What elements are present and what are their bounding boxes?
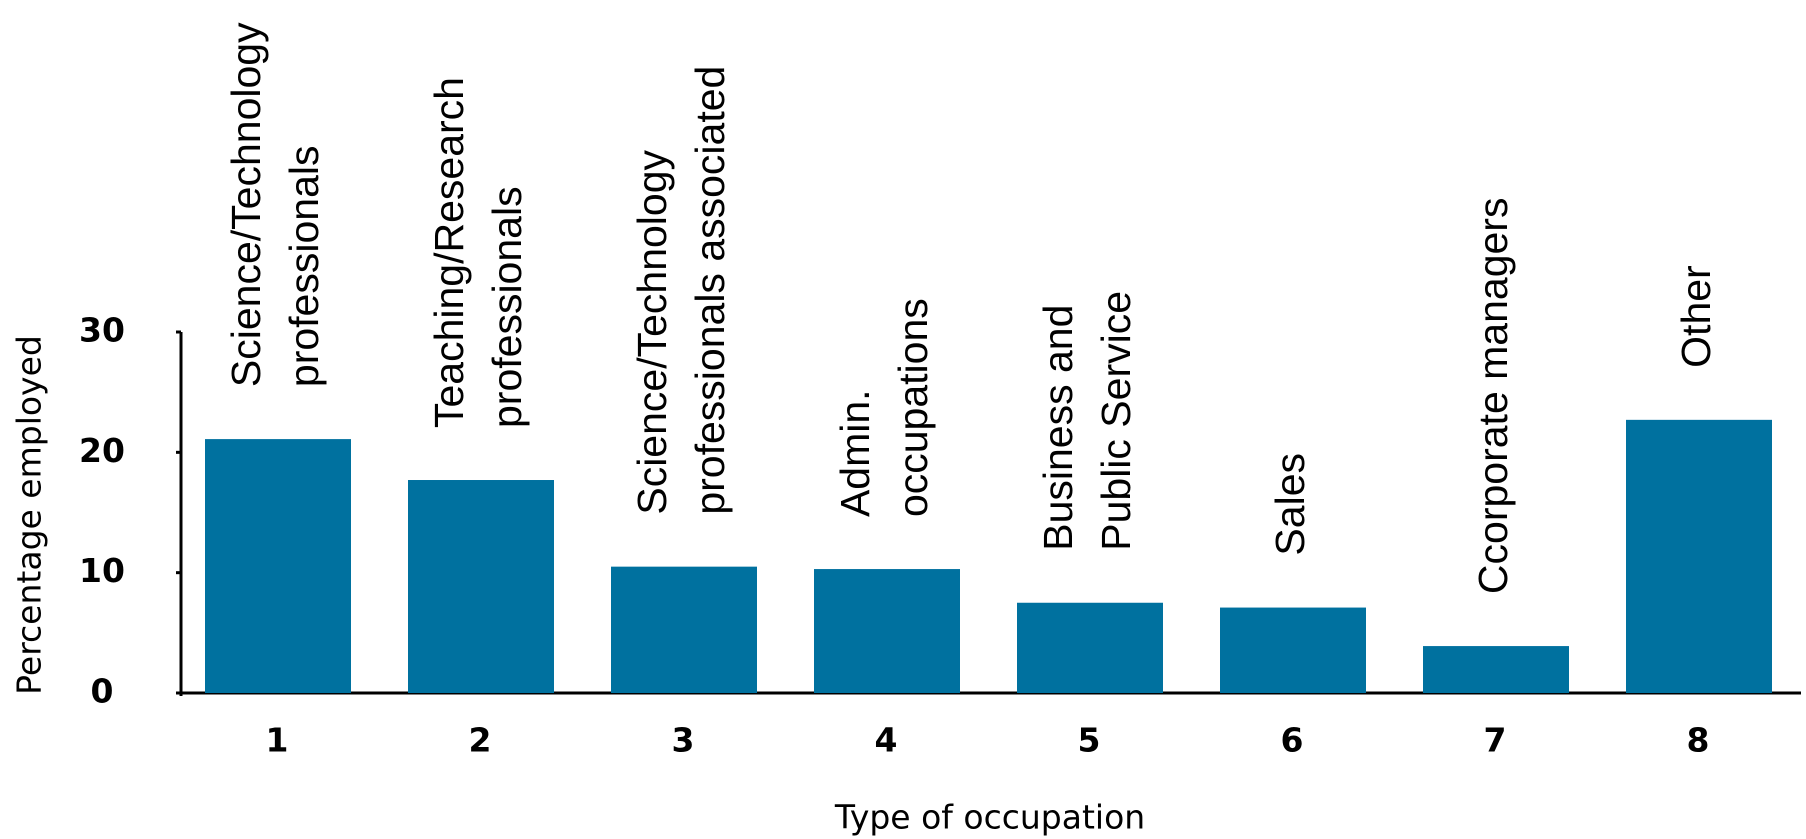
bar-annotation: Business and bbox=[1035, 305, 1081, 551]
bar-annotation: professionals bbox=[281, 146, 327, 388]
bar bbox=[1017, 602, 1163, 693]
x-tick-label: 3 bbox=[672, 721, 695, 760]
bar-annotation: Science/Technology bbox=[223, 22, 269, 387]
bar bbox=[1423, 646, 1569, 693]
y-tick-label: 30 bbox=[79, 311, 125, 350]
x-tick-label: 1 bbox=[266, 721, 289, 760]
x-tick-label: 5 bbox=[1078, 721, 1101, 760]
y-tick-label: 0 bbox=[91, 672, 114, 711]
bar-annotation: Science/Technology bbox=[629, 149, 675, 514]
y-axis-label: Percentage employed bbox=[10, 335, 49, 695]
bar bbox=[611, 566, 757, 693]
x-tick-label: 8 bbox=[1687, 721, 1710, 760]
bar-annotation: Teaching/Research bbox=[426, 77, 472, 428]
bar bbox=[1626, 419, 1772, 693]
bar bbox=[1220, 607, 1366, 693]
bar-annotation: professionals associated bbox=[687, 66, 733, 515]
x-tick-label: 7 bbox=[1484, 721, 1507, 760]
x-tick-label: 6 bbox=[1281, 721, 1304, 760]
x-tick-label: 4 bbox=[875, 721, 898, 760]
bar-annotation: Admin. bbox=[832, 389, 878, 517]
bar-annotation: Other bbox=[1673, 265, 1719, 368]
bar bbox=[408, 480, 554, 693]
x-axis-label: Type of occupation bbox=[834, 798, 1145, 837]
x-tick-label: 2 bbox=[469, 721, 492, 760]
bar bbox=[814, 569, 960, 693]
y-tick-label: 20 bbox=[79, 431, 125, 470]
bar bbox=[205, 439, 351, 693]
bar-annotation: Sales bbox=[1267, 453, 1313, 556]
y-tick-label: 10 bbox=[79, 551, 125, 590]
bar-annotation: Ccorporate managers bbox=[1470, 198, 1516, 595]
bar-annotation: professionals bbox=[484, 186, 530, 428]
bar-annotation: Public Service bbox=[1093, 291, 1139, 551]
bar-annotation: occupations bbox=[890, 298, 936, 517]
